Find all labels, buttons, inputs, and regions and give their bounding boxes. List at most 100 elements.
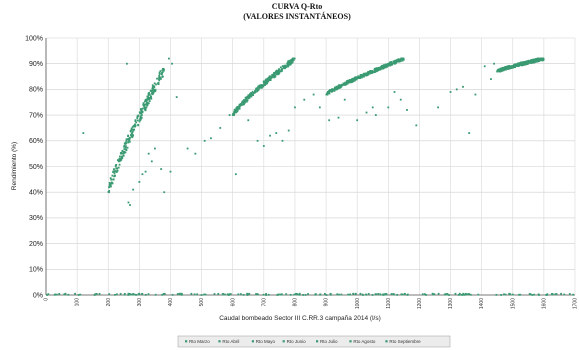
data-point <box>497 69 500 71</box>
data-point <box>251 90 254 93</box>
data-point <box>109 183 112 186</box>
data-point <box>117 166 120 169</box>
data-point <box>224 293 226 296</box>
y-tick-label: 20% <box>29 241 43 248</box>
data-point <box>132 188 135 191</box>
data-point <box>534 59 537 62</box>
data-point <box>236 109 239 112</box>
data-point <box>400 57 403 60</box>
data-point <box>365 293 368 296</box>
data-point <box>161 73 163 76</box>
data-point <box>371 106 374 109</box>
data-point <box>382 65 384 68</box>
data-point <box>330 90 333 93</box>
data-point <box>530 60 532 63</box>
data-point <box>383 64 385 66</box>
data-point <box>159 70 162 73</box>
data-point <box>269 77 272 80</box>
data-point <box>280 293 283 296</box>
data-point <box>457 294 460 296</box>
data-point <box>247 119 250 122</box>
data-point <box>463 293 466 296</box>
data-point <box>383 66 385 69</box>
data-point <box>246 293 249 295</box>
data-point <box>493 62 495 65</box>
data-point <box>353 79 356 82</box>
data-point <box>262 293 265 296</box>
data-point <box>110 185 112 188</box>
data-point <box>385 65 388 68</box>
data-point <box>231 113 234 116</box>
data-point <box>314 293 317 296</box>
data-point <box>150 89 153 92</box>
legend-marker <box>316 340 319 343</box>
data-point <box>151 93 154 96</box>
data-point <box>141 292 144 295</box>
data-point <box>145 106 148 109</box>
data-point <box>137 124 140 127</box>
data-point <box>283 65 285 68</box>
data-point <box>119 157 122 160</box>
data-point <box>150 92 153 95</box>
x-tick-label: 1000 <box>355 298 361 309</box>
data-point <box>142 102 145 105</box>
legend-marker <box>349 340 352 343</box>
data-point <box>357 77 360 80</box>
data-point <box>239 103 242 106</box>
data-point <box>203 293 205 296</box>
data-point <box>244 100 247 103</box>
data-point <box>158 79 161 82</box>
data-point <box>290 61 293 64</box>
data-point <box>121 152 124 155</box>
data-point <box>123 145 125 148</box>
data-point <box>267 80 270 83</box>
data-point <box>146 97 149 100</box>
data-point <box>144 98 147 101</box>
x-tick-label: 600 <box>230 298 236 307</box>
data-point <box>255 87 258 90</box>
chart-title: CURVA Q-Rto <box>272 2 322 11</box>
data-point <box>325 294 328 296</box>
data-point <box>135 293 137 296</box>
data-point <box>147 102 150 105</box>
data-point <box>307 293 309 295</box>
data-point <box>266 77 269 80</box>
data-point <box>354 293 357 296</box>
data-point <box>501 68 503 71</box>
data-point <box>254 89 256 92</box>
data-point <box>333 89 336 92</box>
data-point <box>347 81 350 84</box>
data-point <box>147 152 150 155</box>
data-point <box>375 70 378 72</box>
data-point <box>246 95 249 98</box>
data-point <box>348 79 351 82</box>
data-point <box>275 132 278 134</box>
data-point <box>149 96 152 99</box>
data-point <box>157 81 160 84</box>
data-point <box>137 293 140 296</box>
data-point <box>513 64 516 67</box>
data-point <box>262 145 265 147</box>
data-point <box>162 68 165 70</box>
data-point <box>394 62 397 65</box>
data-point <box>518 293 521 296</box>
data-point <box>469 293 472 296</box>
data-point <box>386 65 389 68</box>
data-point <box>433 293 436 296</box>
data-point <box>387 63 390 66</box>
data-point <box>348 80 351 83</box>
data-point <box>389 64 392 67</box>
data-point <box>140 114 143 116</box>
data-point <box>501 69 504 72</box>
legend-marker <box>282 340 285 343</box>
data-point <box>115 164 118 166</box>
data-point <box>375 293 378 296</box>
data-point <box>261 84 264 87</box>
data-point <box>176 293 179 295</box>
data-point <box>335 86 338 88</box>
data-point <box>572 293 575 296</box>
data-point <box>139 111 142 114</box>
y-tick-label: 70% <box>29 112 43 119</box>
data-point <box>144 170 147 173</box>
data-point <box>395 59 398 62</box>
